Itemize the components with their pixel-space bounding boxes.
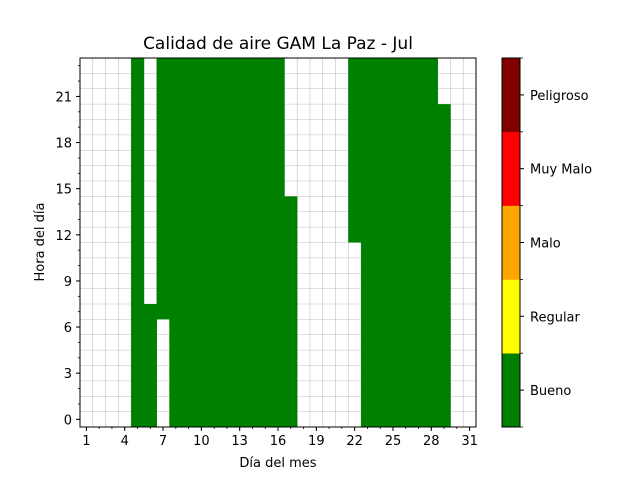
heatmap-cell-day-11 [207,58,221,427]
y-tick-label: 21 [55,90,72,105]
heatmap-cell-day-10 [194,58,209,427]
colorbar: Bueno Regular Malo Muy Malo Peligroso [501,57,592,428]
heatmap-cell-day-15 [258,58,272,427]
heatmap-cell-day-7 [156,58,170,320]
axes-layer: 1 4 7 10 13 16 19 22 25 28 31 0 3 6 9 12 15 18 21 [55,57,478,449]
y-tick-label: 9 [64,275,72,290]
x-tick-label: 4 [121,434,129,449]
colorbar-label: Peligroso [530,89,589,104]
x-tick-label: 22 [346,434,363,449]
x-tick-label: 31 [461,434,478,449]
heatmap-cell-day-8 [169,58,183,427]
y-tick-label: 15 [55,183,72,198]
heatmap-cell-day-28 [424,58,438,427]
colorbar-segment-peligroso [502,58,520,133]
colorbar-label: Malo [530,237,561,252]
y-tick-label: 12 [55,229,72,244]
heatmap-cell-day-29 [437,104,451,427]
x-tick-label: 16 [270,434,287,449]
colorbar-segment-bueno [502,353,520,428]
x-tick-label: 10 [193,434,210,449]
heatmap-cell-day-23 [361,58,375,427]
x-tick-label: 1 [82,434,90,449]
colorbar-label: Muy Malo [530,163,592,178]
x-tick-label: 7 [159,434,167,449]
heatmap-cell-day-6 [143,304,157,427]
y-tick-label: 3 [64,367,72,382]
heatmap-cell-day-25 [386,58,400,427]
heatmap-cell-day-27 [412,58,426,427]
heatmap-cell-day-22 [348,58,362,243]
heatmap-cell-day-24 [373,58,387,427]
heatmap-cell-day-13 [233,58,247,427]
heatmap-cell-day-17 [284,196,298,427]
colorbar-label: Regular [530,310,581,325]
y-tick-label: 0 [64,413,72,428]
colorbar-label: Bueno [530,384,571,399]
x-axis-label: Día del mes [239,456,316,471]
chart-title: Calidad de aire GAM La Paz - Jul [143,34,413,54]
y-tick-label: 6 [64,321,72,336]
y-axis-label: Hora del día [33,203,48,282]
colorbar-segment-regular [502,279,520,354]
heatmap-cell-day-12 [220,58,234,427]
heatmap-cell-day-16 [271,58,285,427]
x-tick-label: 19 [308,434,325,449]
x-tick-label: 28 [423,434,440,449]
cells-layer [131,58,451,427]
y-tick-label: 18 [55,137,72,152]
colorbar-segment-malo [502,205,520,280]
x-tick-label: 13 [231,434,248,449]
heatmap-cell-day-5 [131,58,145,427]
heatmap-cell-day-9 [182,58,196,427]
heatmap-cell-day-14 [246,58,260,427]
heatmap-cell-day-26 [399,58,413,427]
colorbar-segment-muy-malo [502,131,520,206]
x-tick-label: 25 [385,434,402,449]
